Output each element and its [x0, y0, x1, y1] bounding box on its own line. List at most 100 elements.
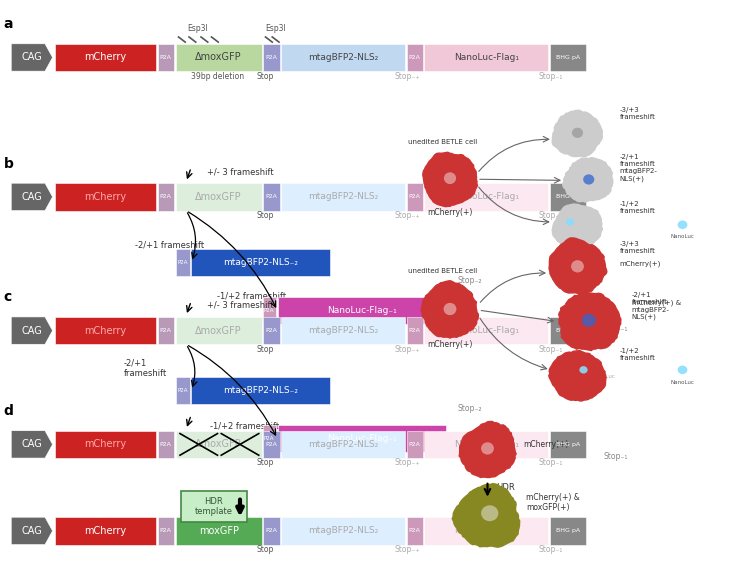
Text: unedited BETLE cell: unedited BETLE cell — [408, 139, 477, 145]
Text: mCherry: mCherry — [84, 192, 127, 202]
Bar — [158, 517, 174, 545]
Bar — [281, 44, 405, 71]
Text: -2/+1 frameshift: -2/+1 frameshift — [135, 241, 204, 250]
Text: mtagBFP2-NLS₋₂: mtagBFP2-NLS₋₂ — [224, 386, 298, 395]
Polygon shape — [11, 431, 53, 458]
Ellipse shape — [566, 218, 574, 226]
Bar — [406, 317, 423, 344]
Text: P2A: P2A — [409, 328, 421, 333]
Ellipse shape — [582, 314, 596, 327]
Text: Stop₋₁: Stop₋₁ — [538, 545, 562, 554]
Text: P2A: P2A — [160, 328, 172, 333]
Polygon shape — [549, 351, 606, 401]
Text: NanoLuc-Flag₁: NanoLuc-Flag₁ — [454, 192, 519, 201]
Text: -3/+3
frameshift: -3/+3 frameshift — [620, 108, 656, 121]
Bar — [176, 317, 262, 344]
Text: NanoLuc-Flag₁: NanoLuc-Flag₁ — [454, 440, 519, 449]
Text: -2/+1
frameshift: -2/+1 frameshift — [632, 292, 668, 306]
Ellipse shape — [572, 127, 583, 138]
Text: BHG pA: BHG pA — [556, 328, 580, 333]
Bar — [263, 431, 280, 458]
Text: BHG pA: BHG pA — [556, 55, 580, 60]
Ellipse shape — [678, 366, 687, 374]
Bar — [406, 517, 423, 545]
Text: mCherry(+) &
mtagBFP2-
NLS(+): mCherry(+) & mtagBFP2- NLS(+) — [632, 299, 681, 320]
Text: P2A: P2A — [178, 260, 188, 265]
Polygon shape — [11, 317, 53, 344]
Bar — [55, 44, 156, 71]
Ellipse shape — [678, 221, 687, 229]
Bar — [406, 431, 423, 458]
Text: mtagBFP2-NLS₂: mtagBFP2-NLS₂ — [308, 526, 378, 535]
Polygon shape — [11, 44, 53, 71]
Bar — [550, 183, 586, 211]
Text: P2A: P2A — [409, 529, 421, 533]
Text: unedited BETLE cell: unedited BETLE cell — [408, 268, 477, 274]
Bar — [263, 44, 280, 71]
Polygon shape — [549, 238, 607, 294]
Bar — [406, 183, 423, 211]
Text: mCherry(+): mCherry(+) — [427, 208, 472, 217]
Bar — [281, 431, 405, 458]
Text: NanoLuc: NanoLuc — [591, 374, 615, 380]
Bar — [176, 44, 262, 71]
Text: Stop: Stop — [256, 345, 274, 354]
Text: BHG pA: BHG pA — [556, 529, 580, 533]
Text: Stop: Stop — [256, 459, 274, 468]
Bar — [262, 297, 276, 324]
Text: 39bp deletion: 39bp deletion — [191, 72, 244, 81]
Text: P2A: P2A — [409, 442, 421, 447]
Bar — [158, 317, 174, 344]
Text: -2/+1
frameshift: -2/+1 frameshift — [620, 154, 656, 167]
Text: CAG: CAG — [22, 526, 42, 536]
Text: P2A: P2A — [266, 529, 278, 533]
Text: P2A: P2A — [266, 195, 278, 199]
Text: HDR: HDR — [496, 484, 515, 493]
Text: -1/+2
frameshift: -1/+2 frameshift — [620, 201, 656, 215]
Text: P2A: P2A — [266, 328, 278, 333]
Text: Stop₋₂: Stop₋₂ — [458, 276, 482, 285]
Text: mCherry(+): mCherry(+) — [620, 261, 661, 267]
Text: mCherry: mCherry — [84, 526, 127, 536]
Text: +/- 3 frameshift: +/- 3 frameshift — [207, 301, 273, 310]
Polygon shape — [559, 292, 621, 351]
Text: P2A: P2A — [160, 55, 172, 60]
Text: Stop₋₁: Stop₋₁ — [538, 72, 562, 81]
Text: ΔmoxGFP: ΔmoxGFP — [195, 52, 242, 63]
Text: P2A: P2A — [178, 388, 188, 393]
Text: c: c — [4, 290, 12, 304]
Bar — [550, 431, 586, 458]
Text: b: b — [4, 156, 13, 171]
Polygon shape — [552, 110, 602, 156]
Text: -2/+1
frameshift: -2/+1 frameshift — [124, 358, 167, 378]
Text: -1/+2 frameshift: -1/+2 frameshift — [210, 422, 279, 431]
Bar — [424, 44, 548, 71]
Text: NanoLuc: NanoLuc — [670, 380, 694, 385]
Bar — [176, 249, 190, 276]
Text: CAG: CAG — [22, 52, 42, 63]
Text: mCherry(+) &
moxGFP(+): mCherry(+) & moxGFP(+) — [526, 493, 580, 513]
Bar — [278, 425, 446, 452]
Bar — [55, 517, 156, 545]
Text: NanoLuc: NanoLuc — [670, 234, 694, 239]
Text: mtagBFP2-
NLS(+): mtagBFP2- NLS(+) — [620, 168, 657, 182]
Bar — [176, 431, 262, 458]
Text: mCherry: mCherry — [84, 325, 127, 336]
Text: -1/+2 frameshift: -1/+2 frameshift — [217, 292, 286, 301]
Ellipse shape — [579, 366, 588, 374]
Bar — [55, 183, 156, 211]
Text: Stop₋₂: Stop₋₂ — [458, 404, 482, 413]
Text: NanoLuc-Flag₋₁: NanoLuc-Flag₋₁ — [327, 434, 397, 443]
Bar — [424, 431, 548, 458]
Text: P2A: P2A — [409, 195, 421, 199]
Ellipse shape — [584, 174, 594, 184]
Text: mCherry(+): mCherry(+) — [427, 340, 472, 349]
Text: ΔmoxGFP: ΔmoxGFP — [195, 192, 242, 202]
Polygon shape — [421, 281, 478, 338]
Bar — [263, 517, 280, 545]
Bar — [281, 517, 405, 545]
Text: Stop₋₊: Stop₋₊ — [394, 459, 420, 468]
Text: Stop₋₁: Stop₋₁ — [604, 452, 628, 461]
Text: Stop₋₊: Stop₋₊ — [394, 345, 420, 354]
Ellipse shape — [571, 260, 584, 273]
